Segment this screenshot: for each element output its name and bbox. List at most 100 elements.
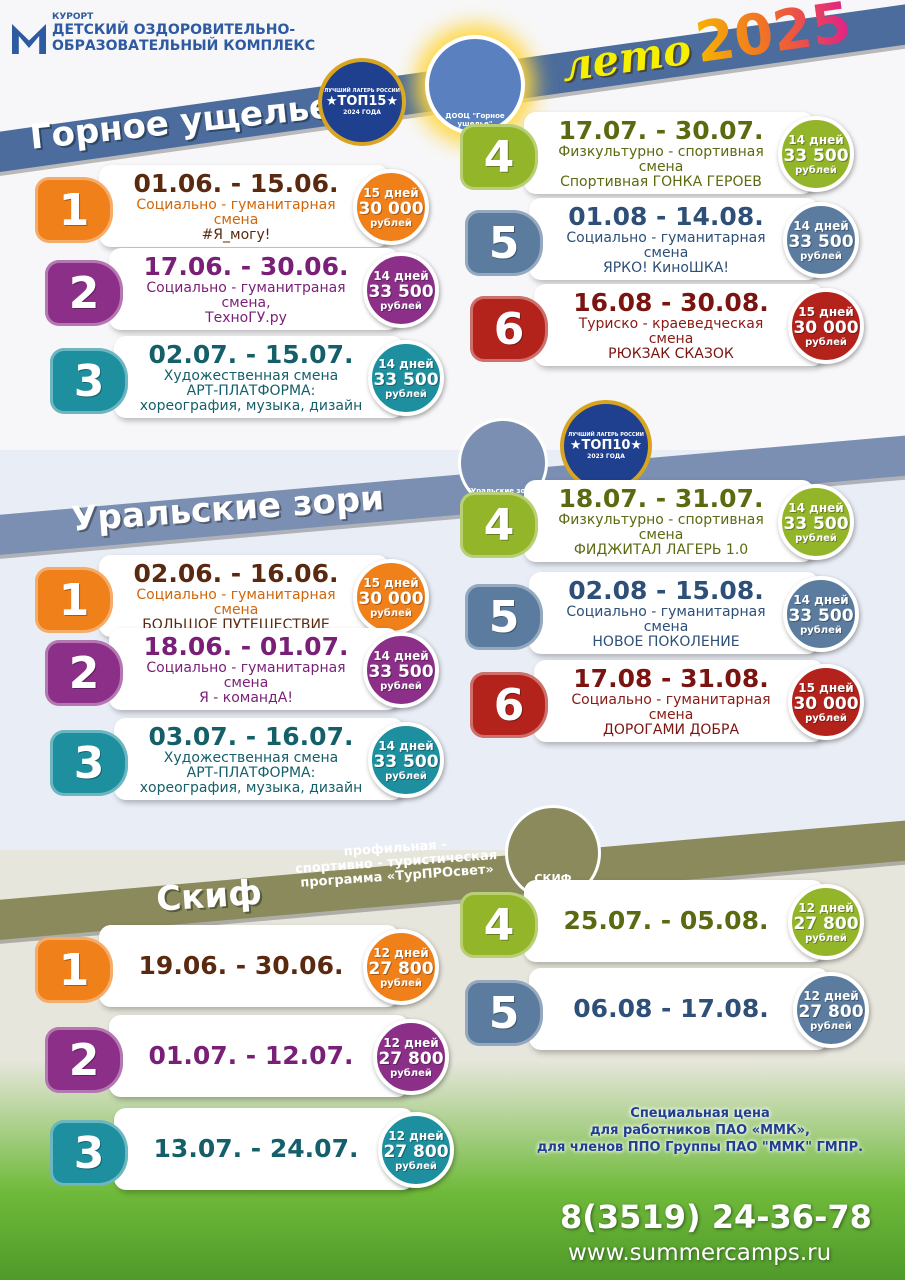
- price-badge: 14 дней 33 500 рублей: [363, 632, 439, 708]
- shift-number: 1: [35, 567, 113, 633]
- shift-dates: 03.07. - 16.07.: [148, 721, 354, 751]
- gornoe-sun-emblem: ДООЦ "Горное ущелье": [425, 35, 525, 135]
- shift-dates: 01.08 - 14.08.: [568, 201, 764, 231]
- shift-number: 5: [465, 584, 543, 650]
- shift-info: 02.06. - 16.06. Социально - гуманитарная с…: [99, 555, 389, 637]
- shift-number: 6: [470, 672, 548, 738]
- website-link[interactable]: www.summercamps.ru: [568, 1240, 832, 1266]
- price-badge: 14 дней 33 500 рублей: [363, 252, 439, 328]
- shift-number: 5: [465, 980, 543, 1046]
- shift-info: 18.06. - 01.07. Социально - гуманитарная с…: [109, 628, 399, 710]
- price-badge: 14 дней 33 500 рублей: [783, 202, 859, 278]
- shift-description-line: АРТ-ПЛАТФОРМА:: [186, 764, 316, 781]
- shift-dates: 02.08 - 15.08.: [568, 575, 764, 605]
- shift-info: 16.08 - 30.08. Туриско - краеведческая сме…: [534, 284, 824, 366]
- price-badge: 15 дней 30 000 рублей: [353, 559, 429, 635]
- shift-number: 3: [50, 730, 128, 796]
- shift-info: 02.07. - 15.07. Художественная смена АРТ-П…: [114, 336, 404, 418]
- shift-dates: 16.08 - 30.08.: [573, 287, 769, 317]
- shift-number: 3: [50, 348, 128, 414]
- phone-number[interactable]: 8(3519) 24-36-78: [560, 1198, 872, 1236]
- org-line-2: ОБРАЗОВАТЕЛЬНЫЙ КОМПЛЕКС: [52, 38, 316, 54]
- shift-description-line: смена: [648, 330, 694, 347]
- shift-info: 17.06. - 30.06. Социально - гуманитраная с…: [109, 248, 399, 330]
- shift-dates: 18.07. - 31.07.: [558, 483, 764, 513]
- price-badge: 14 дней 33 500 рублей: [778, 116, 854, 192]
- shift-info: 06.08 - 17.08.: [529, 968, 829, 1050]
- shift-description-line: Физкультурно - спортивная: [558, 511, 764, 528]
- shift-info: 01.08 - 14.08. Социально - гуманитарная см…: [529, 198, 819, 280]
- shift-description-line: Физкультурно - спортивная: [558, 143, 764, 160]
- price-badge: 12 дней 27 800 рублей: [788, 884, 864, 960]
- shift-description-line: #Я_могу!: [201, 226, 271, 243]
- org-line-1: ДЕТСКИЙ ОЗДОРОВИТЕЛЬНО-: [52, 22, 296, 38]
- shift-info: 02.08 - 15.08. Социально - гуманитарная см…: [529, 572, 819, 654]
- shift-description-line: хореография, музыка, дизайн: [139, 779, 363, 796]
- shift-description-line: Социально - гуманитарная: [136, 586, 336, 603]
- shift-description-line: смена,: [221, 294, 271, 311]
- price-badge: 14 дней 33 500 рублей: [368, 340, 444, 416]
- shift-description-line: хореография, музыка, дизайн: [139, 397, 363, 414]
- shift-number: 4: [460, 492, 538, 558]
- shift-description-line: Социально - гуманитарная: [146, 659, 346, 676]
- shift-description-line: ФИДЖИТАЛ ЛАГЕРЬ 1.0: [573, 541, 749, 558]
- shift-description-line: Туриско - краеведческая: [578, 315, 764, 332]
- price-badge: 12 дней 27 800 рублей: [793, 972, 869, 1048]
- shift-description-line: Художественная смена: [163, 749, 339, 766]
- shift-description-line: Художественная смена: [163, 367, 339, 384]
- shift-number: 2: [45, 640, 123, 706]
- shift-dates: 19.06. - 30.06.: [138, 951, 344, 980]
- shift-dates: 13.07. - 24.07.: [153, 1134, 359, 1163]
- shift-description-line: смена: [213, 211, 259, 228]
- shift-dates: 02.06. - 16.06.: [133, 558, 339, 588]
- shift-description-line: АРТ-ПЛАТФОРМА:: [186, 382, 316, 399]
- shift-description-line: смена: [223, 674, 269, 691]
- price-badge: 12 дней 27 800 рублей: [378, 1112, 454, 1188]
- shift-number: 1: [35, 177, 113, 243]
- shift-dates: 01.07. - 12.07.: [148, 1041, 354, 1070]
- price-badge: 14 дней 33 500 рублей: [368, 722, 444, 798]
- shift-description-line: Социально - гуманитраная: [146, 279, 346, 296]
- shift-number: 2: [45, 1027, 123, 1093]
- shift-info: 19.06. - 30.06.: [99, 925, 399, 1007]
- shift-description-line: смена: [213, 601, 259, 618]
- section-title-skif: Скиф: [155, 872, 264, 920]
- shift-dates: 01.06. - 15.06.: [133, 168, 339, 198]
- shift-description-line: Социально - гуманитарная: [566, 229, 766, 246]
- price-badge: 15 дней 30 000 рублей: [788, 288, 864, 364]
- shift-number: 6: [470, 296, 548, 362]
- shift-description-line: смена: [648, 706, 694, 723]
- shift-dates: 02.07. - 15.07.: [148, 339, 354, 369]
- price-badge: 14 дней 33 500 рублей: [783, 576, 859, 652]
- shift-description-line: Социально - гуманитарная: [566, 603, 766, 620]
- shift-dates: 06.08 - 17.08.: [573, 994, 769, 1023]
- shift-dates: 25.07. - 05.08.: [563, 906, 769, 935]
- top10-badge: ЛУЧШИЙ ЛАГЕРЬ РОССИИ ★ТОП10★ 2023 ГОДА: [560, 400, 652, 492]
- shift-number: 4: [460, 892, 538, 958]
- shift-number: 3: [50, 1120, 128, 1186]
- shift-description-line: НОВОЕ ПОКОЛЕНИЕ: [592, 633, 740, 650]
- shift-description-line: смена: [638, 526, 684, 543]
- shift-description-line: Я - командА!: [199, 689, 293, 706]
- shift-dates: 17.06. - 30.06.: [143, 251, 349, 281]
- mmk-logo: [12, 24, 46, 54]
- resort-label: КУРОРТ: [52, 12, 94, 22]
- shift-description-line: Социально - гуманитарная: [571, 691, 771, 708]
- shift-description-line: ЯРКО! КиноШКА!: [602, 259, 730, 276]
- shift-dates: 17.08 - 31.08.: [573, 663, 769, 693]
- shift-dates: 18.06. - 01.07.: [143, 631, 349, 661]
- shift-description-line: ДОРОГАМИ ДОБРА: [602, 721, 740, 738]
- top15-badge: ЛУЧШИЙ ЛАГЕРЬ РОССИИ ★ТОП15★ 2024 ГОДА: [318, 58, 406, 146]
- shift-info: 25.07. - 05.08.: [524, 880, 824, 962]
- special-price-note: Специальная цена для работников ПАО «ММК…: [536, 1106, 864, 1155]
- shift-info: 18.07. - 31.07. Физкультурно - спортивная…: [524, 480, 814, 562]
- header: КУРОРТ ДЕТСКИЙ ОЗДОРОВИТЕЛЬНО- ОБРАЗОВАТ…: [12, 12, 315, 54]
- shift-number: 2: [45, 260, 123, 326]
- shift-info: 03.07. - 16.07. Художественная смена АРТ-П…: [114, 718, 404, 800]
- shift-description-line: РЮКЗАК СКАЗОК: [608, 345, 734, 362]
- shift-info: 17.08 - 31.08. Социально - гуманитарная см…: [534, 660, 824, 742]
- shift-info: 01.07. - 12.07.: [109, 1015, 409, 1097]
- shift-description-line: смена: [643, 618, 689, 635]
- shift-description-line: Спортивная ГОНКА ГЕРОЕВ: [560, 173, 762, 190]
- shift-number: 4: [460, 124, 538, 190]
